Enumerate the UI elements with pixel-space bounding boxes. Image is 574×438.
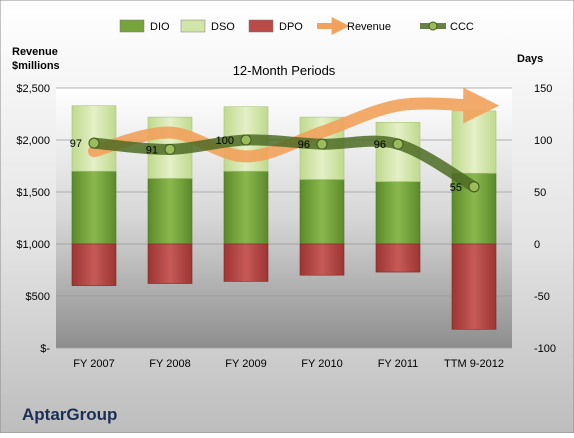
left-tick-label: $2,500 [16, 83, 50, 95]
ccc-data-label: 91 [146, 144, 158, 156]
ccc-point [316, 138, 328, 150]
ccc-point [240, 134, 252, 146]
legend-label: DPO [279, 21, 303, 33]
labels: $- $500 $1,000 $1,500 $2,000 $2,500 -100 -50 0 50… [16, 83, 556, 370]
legend-label: DSO [211, 21, 235, 33]
ccc-data-label: 97 [70, 138, 82, 150]
bar-dpo [299, 243, 345, 276]
legend-label: Revenue [347, 21, 391, 33]
right-axis-title: Days [517, 53, 543, 65]
legend-swatch [180, 19, 206, 33]
left-tick-label: $500 [26, 291, 50, 303]
ccc-line [88, 134, 480, 193]
right-tick-label: -50 [534, 291, 550, 303]
bar-dio [299, 179, 345, 245]
bars [71, 105, 497, 330]
right-tick-label: 0 [534, 239, 540, 251]
left-axis-title-line2: $millions [12, 60, 60, 72]
category-label: FY 2008 [149, 358, 190, 370]
bar-dso [451, 110, 497, 174]
category-label: TTM 9-2012 [444, 358, 504, 370]
category-label: FY 2007 [73, 358, 114, 370]
legend-swatch-marker [428, 21, 438, 31]
company-name: AptarGroup [22, 405, 117, 424]
bar-dio [147, 178, 193, 245]
legend-label: DIO [150, 21, 170, 33]
lines [88, 87, 500, 193]
left-tick-label: $1,500 [16, 187, 50, 199]
left-tick-label: $2,000 [16, 135, 50, 147]
ccc-data-label: 96 [374, 139, 386, 151]
legend-swatch [119, 19, 145, 33]
bar-dpo [375, 243, 421, 273]
bar-dpo [147, 243, 193, 284]
right-tick-label: 50 [534, 187, 546, 199]
right-tick-label: -100 [534, 343, 556, 355]
ccc-point [88, 137, 100, 149]
ccc-point [164, 143, 176, 155]
category-label: FY 2010 [301, 358, 342, 370]
bar-dio [223, 170, 269, 245]
gridlines [56, 87, 512, 349]
ccc-point [392, 138, 404, 150]
bar-dpo [451, 243, 497, 330]
category-label: FY 2009 [225, 358, 266, 370]
category-label: FY 2011 [378, 358, 419, 370]
right-tick-label: 150 [534, 83, 552, 95]
ccc-point [468, 181, 480, 193]
right-tick-label: 100 [534, 135, 552, 147]
revenue-line [88, 87, 500, 163]
bar-dio [71, 170, 117, 245]
left-axis-title-line1: Revenue [12, 46, 58, 58]
plot-area [56, 88, 512, 348]
bar-dpo [71, 243, 117, 286]
bar-dio [375, 181, 421, 245]
legend-label: CCC [450, 21, 474, 33]
chart-title: 12-Month Periods [233, 63, 336, 78]
left-tick-label: $1,000 [16, 239, 50, 251]
ccc-data-label: 55 [450, 182, 462, 194]
legend-swatch [248, 19, 274, 33]
bar-dpo [223, 243, 269, 282]
legend: DIO DSO DPO Revenue CCC [119, 17, 474, 35]
ccc-data-label: 100 [216, 135, 234, 147]
left-tick-label: $- [40, 343, 50, 355]
ccc-data-label: 96 [298, 139, 310, 151]
